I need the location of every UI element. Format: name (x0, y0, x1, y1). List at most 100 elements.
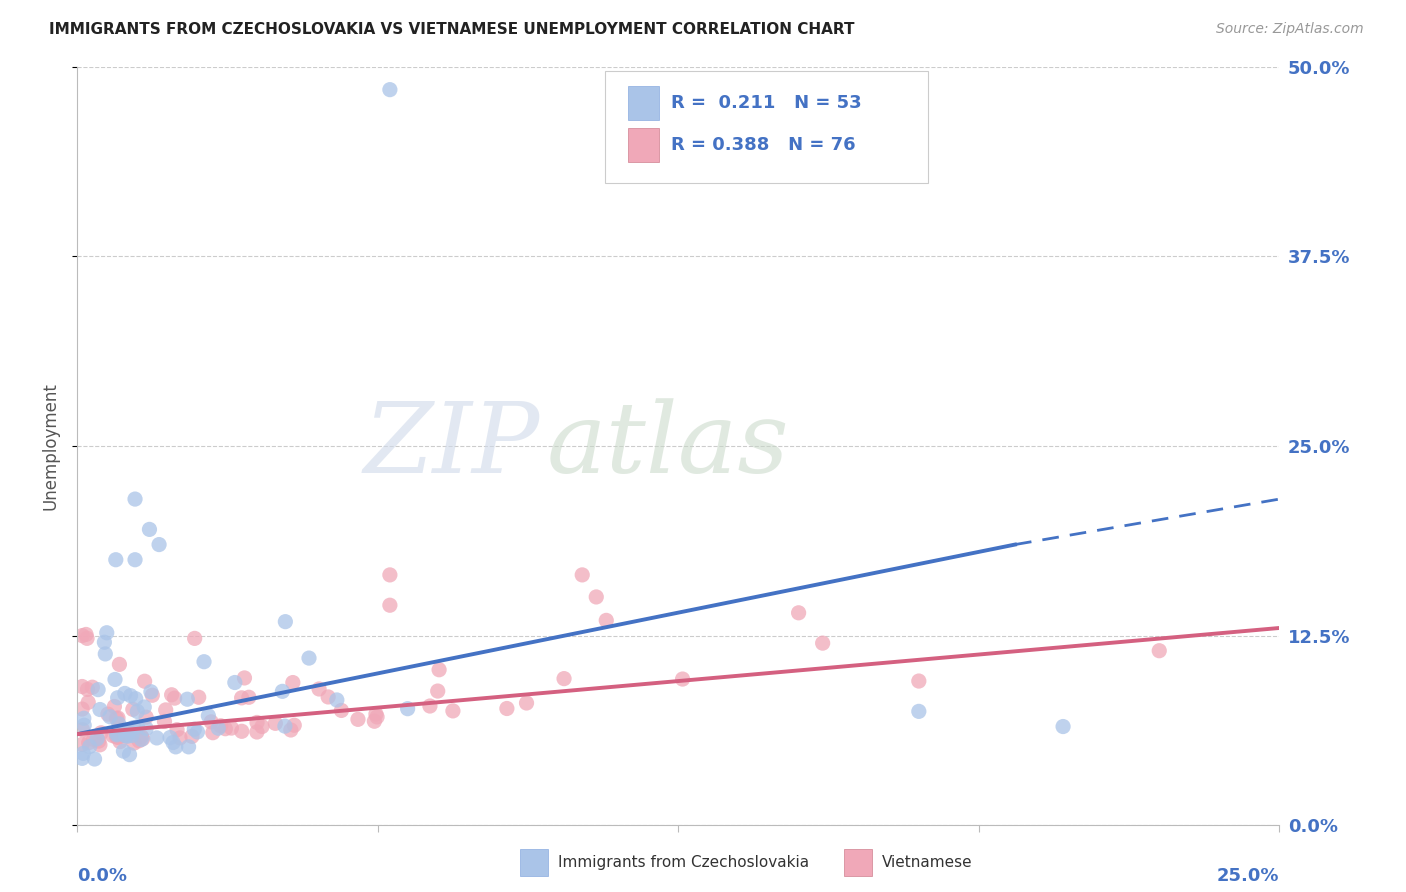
Text: Source: ZipAtlas.com: Source: ZipAtlas.com (1216, 22, 1364, 37)
Point (280, 723, 302, 737)
Point (671, 672, 693, 686)
Text: ZIP: ZIP (364, 399, 540, 493)
Point (103, 699, 125, 714)
Point (1149, 644, 1171, 658)
Point (93, 635, 115, 649)
Point (298, 651, 321, 665)
Point (72, 723, 94, 737)
Point (108, 657, 131, 672)
Point (82, 680, 104, 694)
Point (378, 568, 401, 582)
Point (96, 625, 118, 640)
Point (135, 710, 157, 724)
Point (238, 690, 260, 705)
Point (250, 719, 273, 733)
Point (97, 707, 120, 722)
Point (378, 82, 401, 96)
Point (122, 736, 145, 750)
Point (127, 720, 149, 734)
Point (207, 721, 229, 735)
Point (183, 632, 205, 646)
Point (70, 738, 93, 752)
Point (138, 522, 160, 536)
Point (186, 725, 208, 739)
Point (221, 721, 243, 735)
Point (169, 731, 191, 745)
Point (107, 690, 129, 705)
Point (89, 738, 111, 752)
Text: R = 0.388   N = 76: R = 0.388 N = 76 (671, 136, 855, 154)
Point (121, 702, 143, 716)
Point (83, 732, 105, 747)
Point (283, 718, 305, 732)
Point (224, 675, 246, 690)
Point (183, 723, 205, 737)
Point (73, 718, 96, 732)
Point (166, 723, 188, 737)
Point (70, 629, 93, 643)
Point (76, 682, 98, 697)
Point (1052, 719, 1074, 733)
Point (264, 716, 287, 731)
Point (105, 728, 128, 742)
Point (117, 729, 139, 743)
Point (233, 671, 256, 685)
Text: 25.0%: 25.0% (1218, 867, 1279, 885)
Point (134, 674, 156, 689)
Point (134, 700, 156, 714)
Point (114, 729, 136, 743)
Point (187, 690, 209, 705)
Point (105, 726, 128, 740)
Point (153, 714, 176, 729)
Point (127, 705, 149, 719)
Point (274, 615, 297, 629)
Point (132, 731, 155, 746)
Point (908, 705, 931, 719)
Point (316, 690, 339, 704)
Point (141, 688, 163, 702)
Point (86, 731, 108, 746)
Point (193, 655, 215, 669)
Point (246, 715, 269, 730)
Point (595, 614, 617, 628)
Point (112, 728, 135, 742)
Point (87, 734, 110, 748)
Point (515, 696, 537, 710)
Point (496, 701, 519, 715)
Point (83, 752, 105, 766)
Point (160, 688, 183, 702)
Point (165, 739, 187, 754)
Point (139, 684, 162, 698)
Point (427, 663, 450, 677)
Point (366, 710, 388, 724)
Point (181, 730, 204, 744)
Point (271, 684, 294, 698)
Point (177, 739, 200, 754)
Point (118, 725, 141, 739)
Point (125, 691, 148, 706)
Point (441, 704, 464, 718)
Point (163, 691, 186, 706)
Point (112, 744, 135, 758)
Point (98, 709, 121, 723)
Point (128, 733, 150, 747)
Point (308, 681, 330, 696)
Point (246, 725, 269, 739)
Point (131, 732, 153, 747)
Point (73, 711, 96, 725)
Point (197, 708, 219, 723)
Text: R =  0.211   N = 53: R = 0.211 N = 53 (671, 94, 862, 112)
Point (231, 690, 253, 705)
Point (124, 492, 146, 507)
Point (77, 695, 100, 709)
Point (108, 717, 131, 731)
Point (209, 719, 232, 733)
Point (131, 730, 153, 744)
Point (70, 702, 93, 716)
Point (75, 627, 97, 641)
Point (363, 714, 385, 729)
Text: 0.0%: 0.0% (77, 867, 128, 885)
Text: IMMIGRANTS FROM CZECHOSLOVAKIA VS VIETNAMESE UNEMPLOYMENT CORRELATION CHART: IMMIGRANTS FROM CZECHOSLOVAKIA VS VIETNA… (49, 22, 855, 37)
Point (124, 552, 146, 567)
Point (281, 675, 304, 690)
